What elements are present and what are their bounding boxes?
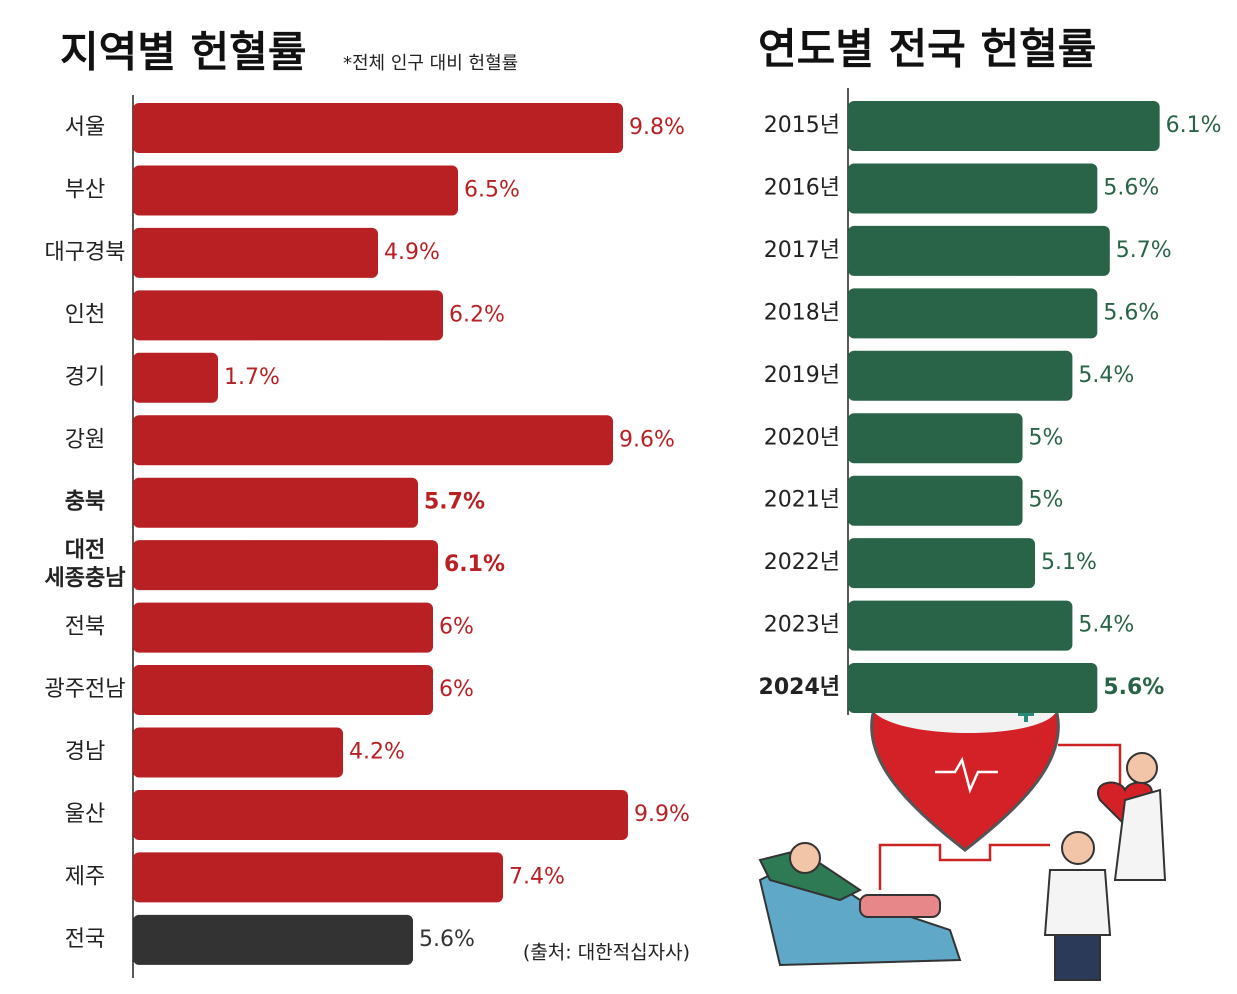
bar: [133, 165, 458, 216]
bar: [133, 415, 613, 466]
category-label: 전국: [65, 927, 105, 952]
bar: [133, 227, 378, 278]
category-label: 2018년: [764, 300, 840, 325]
value-label: 5%: [1029, 488, 1064, 513]
category-label: 2023년: [764, 613, 840, 638]
bar: [848, 663, 1098, 714]
nurse-body: [1113, 788, 1167, 881]
patient-legs: [859, 894, 941, 918]
category-label: 울산: [65, 802, 105, 827]
category-label: 광주전남: [45, 677, 126, 702]
nurse-head: [1126, 752, 1158, 784]
value-label: 5.7%: [424, 490, 485, 515]
value-label: 9.6%: [619, 427, 675, 452]
value-label: 5.1%: [1041, 550, 1097, 575]
category-label: 2022년: [764, 550, 840, 575]
category-label: 서울: [65, 115, 105, 140]
tube: [1058, 743, 1122, 790]
value-label: 6.1%: [444, 552, 505, 577]
category-label: 2024년: [759, 675, 840, 700]
value-label: 5.6%: [1103, 675, 1164, 700]
category-label: 제주: [65, 864, 105, 889]
category-label: 2017년: [764, 238, 840, 263]
patient-head: [789, 842, 821, 874]
bar: [848, 475, 1023, 526]
bar: [848, 350, 1073, 401]
bar: [133, 727, 343, 778]
chart-subtitle: *전체 인구 대비 헌혈률: [343, 53, 518, 74]
value-label: 6.5%: [464, 177, 520, 202]
bar: [133, 103, 623, 153]
category-label: 대구경북: [45, 240, 126, 265]
pulse: [935, 756, 998, 794]
value-label: 5.6%: [1103, 300, 1159, 325]
value-label: 5.6%: [1103, 175, 1159, 200]
value-label: 6.1%: [1166, 113, 1222, 138]
value-label: 5%: [1029, 425, 1064, 450]
category-label: 강원: [65, 427, 105, 452]
category-label: 충북: [65, 490, 105, 515]
value-label: 5.4%: [1078, 613, 1134, 638]
chart-title: 지역별 헌혈률: [60, 28, 306, 77]
value-label: 9.8%: [629, 115, 685, 140]
value-label: 1.7%: [224, 365, 280, 390]
bar: [848, 538, 1035, 589]
value-label: 7.4%: [509, 864, 565, 889]
doctor-body: [1043, 869, 1112, 936]
category-label: 전북: [65, 615, 105, 640]
bar: [848, 163, 1098, 214]
bar: [848, 101, 1160, 151]
doctor-legs: [1054, 934, 1101, 981]
category-label: 인천: [65, 302, 105, 327]
value-label: 5.4%: [1078, 363, 1134, 388]
category-label: 경기: [65, 365, 105, 390]
bar: [133, 352, 218, 403]
bar: [848, 600, 1073, 651]
category-label: 2020년: [764, 425, 840, 450]
category-label: 2016년: [764, 175, 840, 200]
category-label: 부산: [65, 177, 105, 202]
doctor-head: [1061, 831, 1095, 865]
value-label: 5.7%: [1116, 238, 1172, 263]
bar: [133, 789, 628, 840]
bar: [848, 288, 1098, 339]
source-note: (출처: 대한적십자사): [523, 942, 690, 964]
category-label: 대전 세종충남: [45, 538, 126, 591]
value-label: 6%: [439, 615, 474, 640]
value-label: 4.2%: [349, 740, 405, 765]
bar: [133, 477, 418, 528]
value-label: 6.2%: [449, 302, 505, 327]
category-label: 경남: [65, 740, 105, 765]
bar: [133, 852, 503, 903]
value-label: 6%: [439, 677, 474, 702]
bar: [133, 602, 433, 653]
bar: [133, 665, 433, 716]
bar: [133, 540, 438, 591]
tube: [878, 843, 1050, 890]
value-label: 4.9%: [384, 240, 440, 265]
bar: [133, 290, 443, 341]
value-label: 5.6%: [419, 927, 475, 952]
category-label: 2015년: [764, 113, 840, 138]
bar: [133, 914, 413, 965]
illustration: [758, 680, 1167, 981]
value-label: 9.9%: [634, 802, 690, 827]
category-label: 2019년: [764, 363, 840, 388]
bar: [848, 413, 1023, 464]
chart-title: 연도별 전국 헌혈률: [758, 25, 1096, 74]
category-label: 2021년: [764, 488, 840, 513]
bar: [848, 225, 1110, 276]
